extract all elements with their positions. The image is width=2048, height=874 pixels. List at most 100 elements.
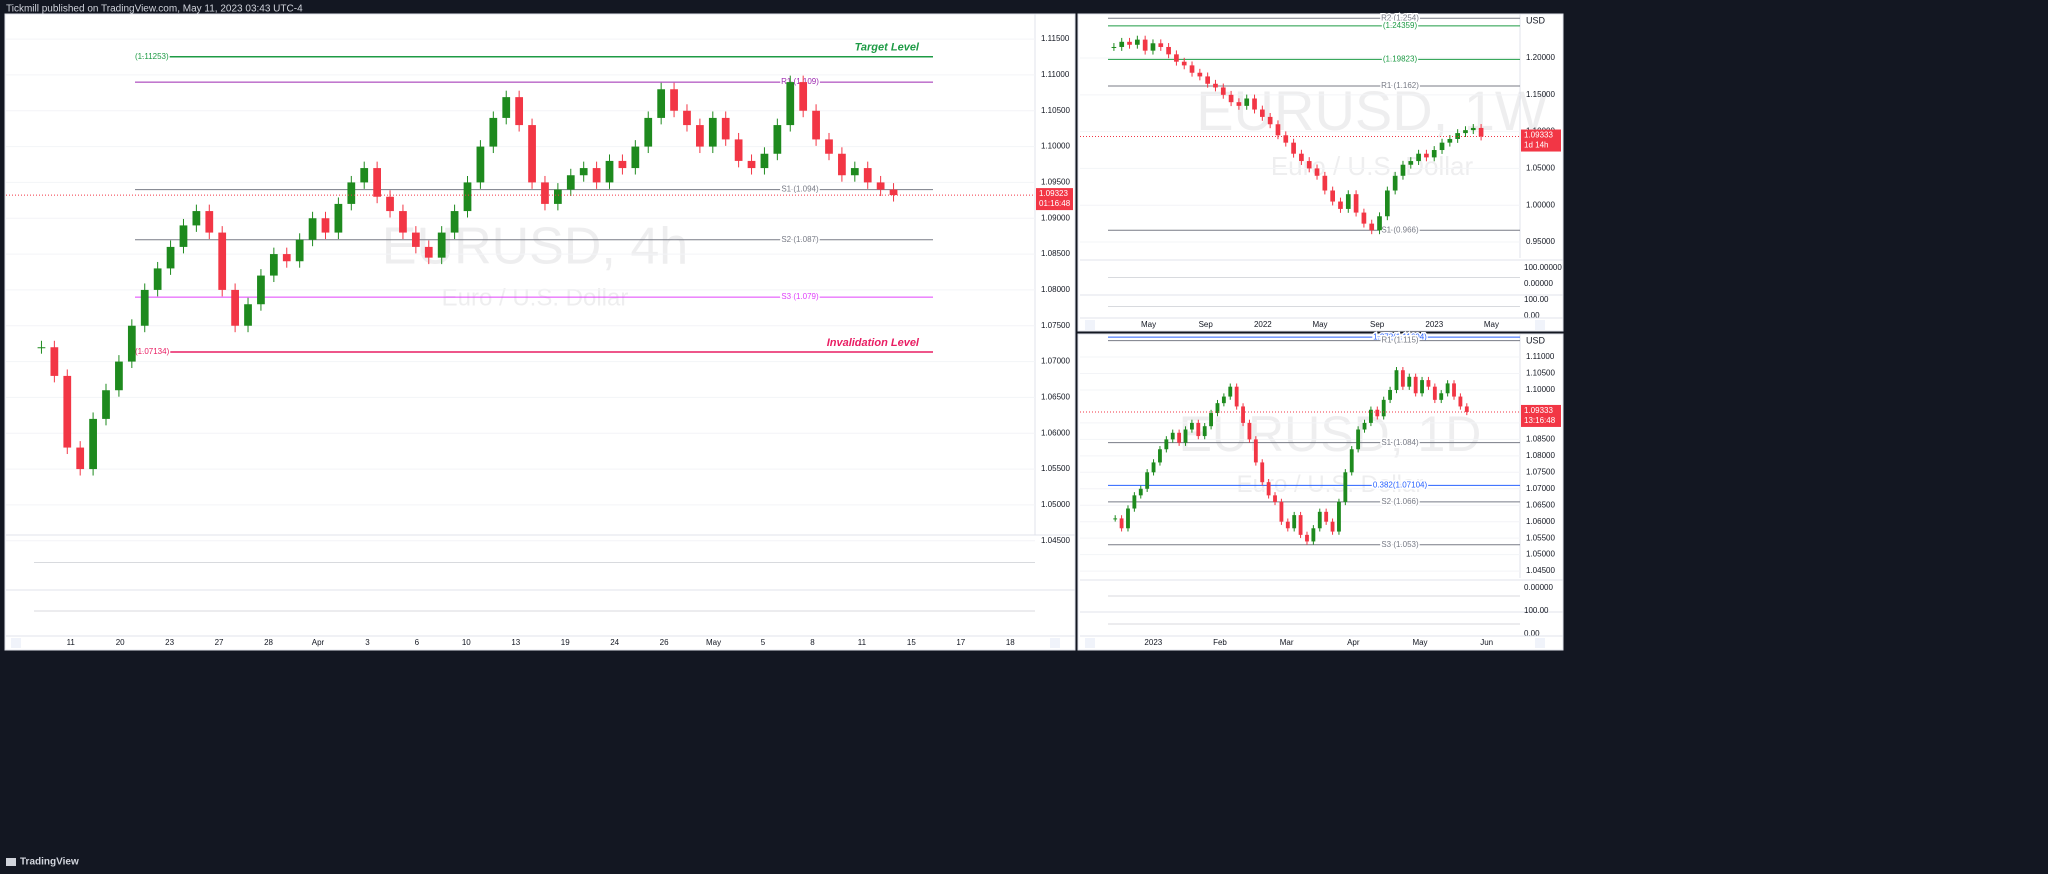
candle-body (373, 168, 381, 197)
y-tick-label: 1.05500 (1041, 464, 1070, 473)
candle-body (347, 182, 356, 204)
x-tick-label: 24 (610, 638, 619, 647)
candle-body (1464, 406, 1469, 412)
candle-body (1322, 175, 1328, 191)
candle-body (1196, 422, 1201, 437)
candle-body (1478, 127, 1484, 137)
candle-body (50, 347, 59, 376)
candle-body (1407, 376, 1412, 387)
watermark-subtitle: Euro / U.S. Dollar (442, 285, 629, 312)
candle-body (1126, 508, 1130, 529)
countdown: 1d 14h (1524, 141, 1548, 150)
x-tick-label: 23 (165, 638, 174, 647)
x-tick-label: 2022 (1254, 320, 1272, 329)
candle-body (450, 211, 459, 233)
x-tick-label: 8 (810, 638, 815, 647)
candle-body (1447, 138, 1453, 143)
level-label: S1 (0.966) (1381, 225, 1419, 234)
level-note: Target Level (855, 42, 920, 54)
candle-body (37, 347, 46, 349)
panel-bg (1077, 333, 1564, 651)
candle-body (1362, 422, 1367, 430)
candle-body (1385, 190, 1390, 217)
candle-body (244, 304, 252, 326)
last-price-label: 1.09323 (1039, 189, 1068, 198)
candle-body (1330, 190, 1335, 202)
pane-label: 100.00 (1524, 295, 1549, 304)
candle-body (1177, 432, 1182, 443)
auto-scale-button[interactable] (1535, 638, 1545, 648)
header-text: Tickmill published on TradingView.com, M… (6, 4, 303, 15)
y-tick-label: 1.07000 (1526, 484, 1555, 493)
zoom-button[interactable] (11, 638, 21, 648)
candle-body (1127, 41, 1132, 45)
candle-body (166, 246, 175, 269)
watermark: EURUSD, 4h (382, 218, 688, 276)
y-tick-label: 1.07000 (1041, 357, 1070, 366)
candle-body (1285, 521, 1290, 529)
candle-body (1236, 102, 1242, 106)
candle-body (1388, 389, 1393, 400)
candle-body (579, 168, 588, 176)
y-tick-label: 1.04500 (1041, 536, 1070, 545)
zoom-button[interactable] (1085, 638, 1095, 648)
candle-body (760, 153, 769, 169)
candle-body (1183, 429, 1188, 443)
candle-body (825, 139, 833, 154)
candle-body (876, 182, 885, 190)
y-tick-label: 1.06500 (1041, 393, 1070, 402)
y-tick-label: 1.07500 (1041, 321, 1070, 330)
last-price-label: 1.09333 (1524, 406, 1553, 415)
candle-body (1119, 41, 1125, 47)
y-tick-label: 1.05000 (1526, 550, 1555, 559)
candle-body (1361, 212, 1367, 224)
y-tick-label: 1.08500 (1526, 434, 1555, 443)
auto-scale-button[interactable] (1535, 320, 1545, 330)
candle-body (1252, 98, 1257, 110)
candle-body (1356, 429, 1361, 450)
watermark-subtitle: Euro / U.S. Dollar (1271, 151, 1474, 181)
candle-body (1470, 127, 1476, 131)
candle-body (696, 125, 704, 147)
y-tick-label: 1.09500 (1041, 178, 1070, 187)
candle-body (721, 117, 730, 140)
y-tick-label: 0.95000 (1526, 237, 1555, 246)
candle-body (1311, 528, 1316, 542)
panel: EURUSD, 1W Euro / U.S. Dollar 0.95000 1.000… (1077, 12, 1564, 332)
candle-body (295, 239, 304, 262)
candle-body (1228, 386, 1233, 397)
x-tick-label: 27 (215, 638, 224, 647)
candle-body (566, 175, 575, 190)
auto-scale-button[interactable] (1050, 638, 1060, 648)
candle-body (708, 117, 717, 147)
candle-body (838, 153, 846, 176)
candle-body (1298, 515, 1303, 535)
candle-body (1426, 380, 1431, 387)
candle-body (386, 196, 394, 212)
candle-body (1283, 135, 1289, 143)
zoom-button[interactable] (1085, 320, 1095, 330)
brand: TradingView (20, 857, 79, 868)
x-tick-label: 2023 (1425, 320, 1443, 329)
candle-body (1349, 449, 1354, 473)
candle-body (502, 97, 511, 118)
y-tick-label: 1.07500 (1526, 467, 1555, 476)
candle-body (1432, 386, 1437, 400)
candle-body (1353, 194, 1359, 213)
candle-body (231, 289, 239, 326)
level-label: S3 (1.079) (781, 292, 819, 301)
panel: EURUSD, 4h Euro / U.S. Dollar 1.04500 1.050… (4, 13, 1076, 651)
level-label: R2 (1.254) (1381, 13, 1419, 22)
x-tick-label: 3 (365, 638, 370, 647)
candle-body (1166, 46, 1171, 55)
candle-body (747, 160, 756, 169)
x-tick-label: Apr (1347, 638, 1360, 647)
candle-body (1266, 482, 1271, 496)
candle-body (179, 225, 188, 247)
candle-body (850, 168, 859, 176)
candle-body (1400, 370, 1405, 387)
candle-body (1292, 515, 1297, 529)
x-tick-label: May (1412, 638, 1427, 647)
x-tick-label: May (1141, 320, 1156, 329)
